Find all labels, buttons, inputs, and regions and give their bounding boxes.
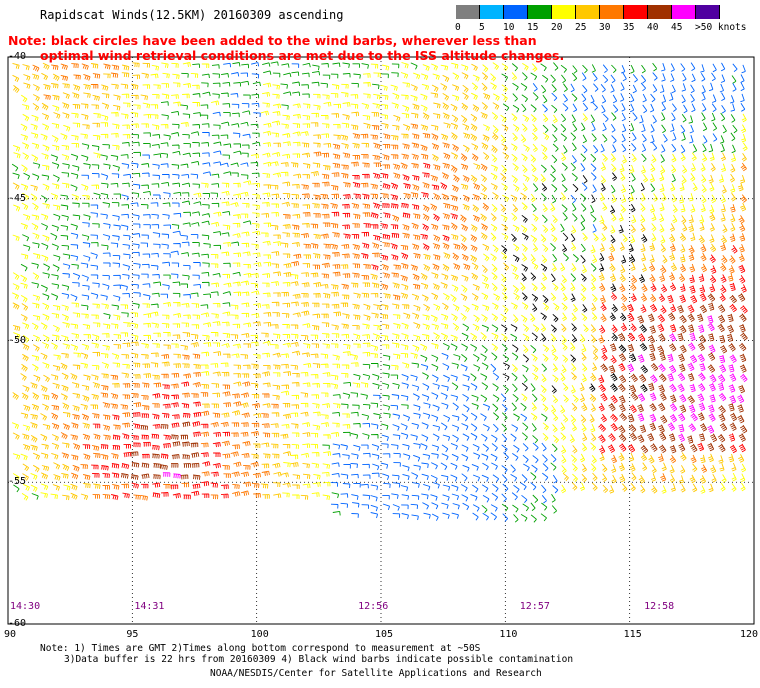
- legend-swatch: [456, 5, 480, 19]
- legend-swatch: [624, 5, 648, 19]
- legend-label: 40: [647, 22, 659, 33]
- wind-barb-group: [501, 172, 649, 394]
- longitude-label: 110: [499, 629, 518, 640]
- legend-labels: 0 5 10 15 20 25 30 35 40 45 >50 knots: [455, 19, 756, 33]
- legend-label: 15: [527, 22, 539, 33]
- legend-swatch: [480, 5, 504, 19]
- pass-time-label: 12:56: [358, 601, 389, 612]
- wind-barb-group: [82, 162, 748, 501]
- footer-note-2: 3)Data buffer is 22 hrs from 20160309 4)…: [64, 654, 574, 665]
- wind-barb-group: [162, 315, 748, 479]
- wind-barb-group: [11, 61, 738, 523]
- note-line-1: Note: black circles have been added to t…: [8, 33, 537, 48]
- wind-barb-group: [61, 62, 746, 522]
- wind-barb-group: [11, 62, 748, 501]
- legend-label: 45: [671, 22, 683, 33]
- wind-speed-legend: 0 5 10 15 20 25 30 35 40 45 >50 knots: [455, 5, 756, 35]
- longitude-label: 105: [375, 629, 394, 640]
- legend-swatch: [528, 5, 552, 19]
- latitude-label: -50: [8, 334, 27, 346]
- wind-barb-group: [120, 293, 748, 480]
- legend-label: >50 knots: [695, 22, 747, 33]
- legend-label: 5: [479, 22, 485, 33]
- legend-swatch: [696, 5, 720, 19]
- map-title: Rapidscat Winds(12.5KM) 20160309 ascendi…: [40, 8, 344, 22]
- pass-time-label: 14:30: [10, 601, 41, 612]
- pass-time-label: 12:58: [644, 601, 675, 612]
- pass-time-label: 12:57: [519, 601, 550, 612]
- longitude-label: 90: [4, 629, 17, 640]
- longitude-label: 115: [623, 629, 642, 640]
- latitude-label: -40: [8, 51, 27, 62]
- legend-label: 20: [551, 22, 563, 33]
- wind-barb-group: [12, 62, 747, 501]
- wind-barb-group: [32, 63, 747, 501]
- grid-lines: [8, 57, 754, 624]
- longitude-label: 120: [740, 629, 759, 640]
- latitude-label: -60: [8, 618, 27, 629]
- legend-label: 35: [623, 22, 635, 33]
- latitude-label: -55: [8, 476, 27, 488]
- legend-label: 30: [599, 22, 611, 33]
- footer-credit: NOAA/NESDIS/Center for Satellite Applica…: [210, 668, 542, 679]
- longitude-label: 95: [126, 629, 139, 640]
- note-line-2: optimal wind retrieval conditions are me…: [40, 48, 565, 63]
- legend-swatch: [648, 5, 672, 19]
- contamination-note: Note: black circles have been added to t…: [8, 33, 568, 63]
- legend-label: 10: [503, 22, 515, 33]
- legend-swatch: [552, 5, 576, 19]
- legend-swatch: [672, 5, 696, 19]
- legend-swatch: [576, 5, 600, 19]
- footer-note-1: Note: 1) Times are GMT 2)Times along bot…: [40, 643, 481, 654]
- latitude-label: -45: [8, 192, 27, 204]
- pass-time-label: 14:31: [134, 601, 165, 612]
- legend-label: 25: [575, 22, 587, 33]
- legend-swatch: [504, 5, 528, 19]
- wind-barbs: [11, 61, 748, 523]
- legend-label: 0: [455, 22, 461, 33]
- legend-swatch: [600, 5, 624, 19]
- legend-color-bar: [456, 5, 756, 19]
- longitude-label: 100: [250, 629, 269, 640]
